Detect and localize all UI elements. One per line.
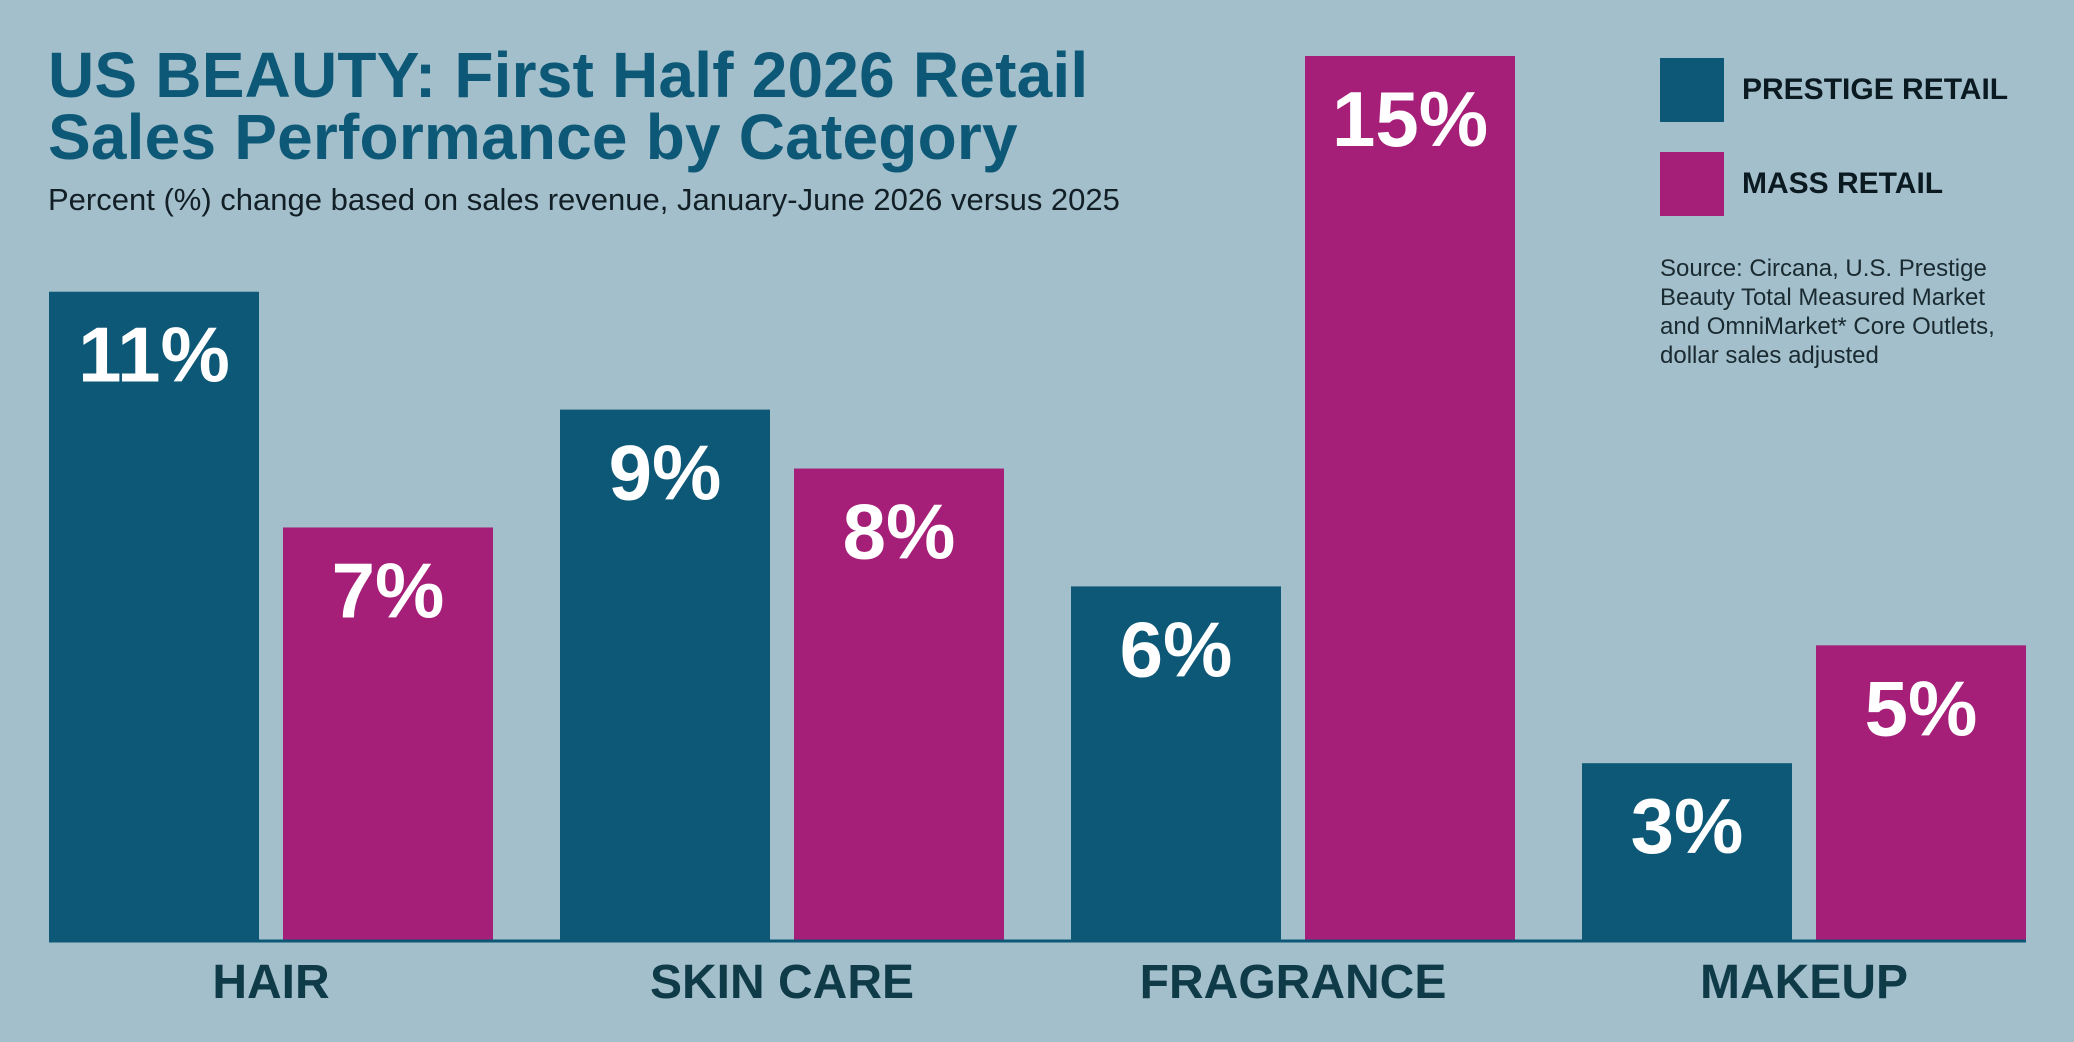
legend-label-prestige: PRESTIGE RETAIL [1742, 73, 2009, 106]
legend-swatch-mass [1660, 152, 1724, 216]
bar-fragrance-mass [1305, 56, 1515, 940]
legend-item-prestige: PRESTIGE RETAIL [1660, 58, 2008, 122]
bar-makeup-mass [1816, 645, 2026, 940]
source-line-2: Beauty Total Measured Market [1660, 284, 1986, 311]
bar-hair-prestige [49, 291, 259, 940]
chart-subtitle: Percent (%) change based on sales revenu… [48, 182, 1120, 217]
source-line-1: Source: Circana, U.S. Prestige [1660, 255, 1987, 282]
data-label-makeup-mass: 5% [1865, 664, 1978, 752]
bar-makeup-prestige [1582, 763, 1792, 940]
data-label-hair-prestige: 11% [78, 311, 230, 399]
bar-skin-care-prestige [560, 409, 770, 941]
legend-swatch-prestige [1660, 58, 1724, 122]
source-line-3: and OmniMarket* Core Outlets, [1660, 313, 1995, 340]
source-note: Source: Circana, U.S. Prestige Beauty To… [1660, 254, 2040, 370]
category-label-fragrance: FRAGRANCE [1140, 956, 1447, 1009]
data-label-skin-care-prestige: 9% [609, 429, 722, 517]
legend-label-mass: MASS RETAIL [1742, 167, 1944, 200]
chart-header: US BEAUTY: First Half 2026 Retail Sales … [48, 39, 1120, 218]
chart-title-line-2: Sales Performance by Category [48, 101, 1018, 173]
bar-hair-mass [283, 527, 493, 940]
data-label-fragrance-mass: 15% [1332, 75, 1488, 163]
legend-item-mass: MASS RETAIL [1660, 152, 2008, 216]
legend: PRESTIGE RETAIL MASS RETAIL [1660, 58, 2008, 246]
data-label-skin-care-mass: 8% [843, 488, 956, 576]
data-label-hair-mass: 7% [332, 546, 445, 634]
category-label-hair: HAIR [212, 956, 329, 1009]
bar-skin-care-mass [794, 468, 1004, 940]
data-label-fragrance-prestige: 6% [1120, 605, 1233, 693]
category-label-skin-care: SKIN CARE [650, 956, 914, 1009]
category-label-makeup: MAKEUP [1700, 956, 1908, 1009]
source-line-4: dollar sales adjusted [1660, 342, 1879, 369]
chart-title-line-1: US BEAUTY: First Half 2026 Retail [48, 39, 1089, 111]
bar-fragrance-prestige [1071, 586, 1281, 940]
data-label-makeup-prestige: 3% [1631, 782, 1744, 870]
